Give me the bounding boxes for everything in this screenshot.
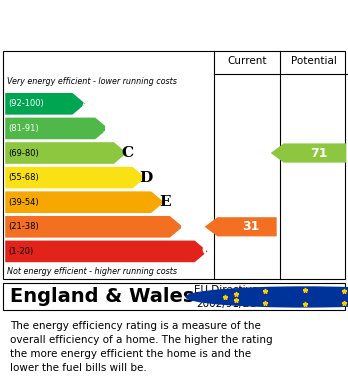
- Text: 31: 31: [242, 220, 259, 233]
- Polygon shape: [5, 191, 164, 213]
- Circle shape: [186, 287, 348, 307]
- Text: F: F: [178, 220, 189, 234]
- Text: (1-20): (1-20): [9, 247, 34, 256]
- Polygon shape: [5, 240, 207, 262]
- Text: (39-54): (39-54): [9, 198, 39, 207]
- Text: Potential: Potential: [291, 56, 337, 66]
- Text: Energy Efficiency Rating: Energy Efficiency Rating: [10, 25, 220, 40]
- Text: England & Wales: England & Wales: [10, 287, 195, 307]
- Text: (69-80): (69-80): [9, 149, 39, 158]
- Polygon shape: [5, 216, 183, 238]
- Polygon shape: [5, 142, 127, 164]
- Text: (92-100): (92-100): [9, 99, 45, 108]
- Text: Very energy efficient - lower running costs: Very energy efficient - lower running co…: [7, 77, 177, 86]
- Text: 71: 71: [310, 147, 327, 160]
- Text: B: B: [102, 122, 115, 135]
- Text: A: A: [80, 97, 92, 111]
- Text: (81-91): (81-91): [9, 124, 39, 133]
- Polygon shape: [5, 167, 145, 188]
- Text: (55-68): (55-68): [9, 173, 39, 182]
- Polygon shape: [5, 93, 85, 115]
- Polygon shape: [5, 118, 108, 139]
- Text: Current: Current: [227, 56, 267, 66]
- Text: G: G: [202, 244, 215, 258]
- Polygon shape: [205, 217, 277, 237]
- Text: E: E: [159, 195, 171, 209]
- Text: (21-38): (21-38): [9, 222, 39, 231]
- Text: C: C: [121, 146, 134, 160]
- Text: EU Directive
2002/91/EC: EU Directive 2002/91/EC: [194, 285, 258, 308]
- Text: Not energy efficient - higher running costs: Not energy efficient - higher running co…: [7, 267, 177, 276]
- Text: The energy efficiency rating is a measure of the
overall efficiency of a home. T: The energy efficiency rating is a measur…: [10, 321, 273, 373]
- Polygon shape: [271, 143, 346, 163]
- Text: D: D: [140, 170, 153, 185]
